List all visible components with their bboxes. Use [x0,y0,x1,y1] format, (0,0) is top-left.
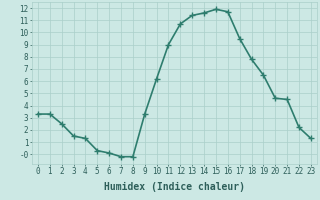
X-axis label: Humidex (Indice chaleur): Humidex (Indice chaleur) [104,182,245,192]
